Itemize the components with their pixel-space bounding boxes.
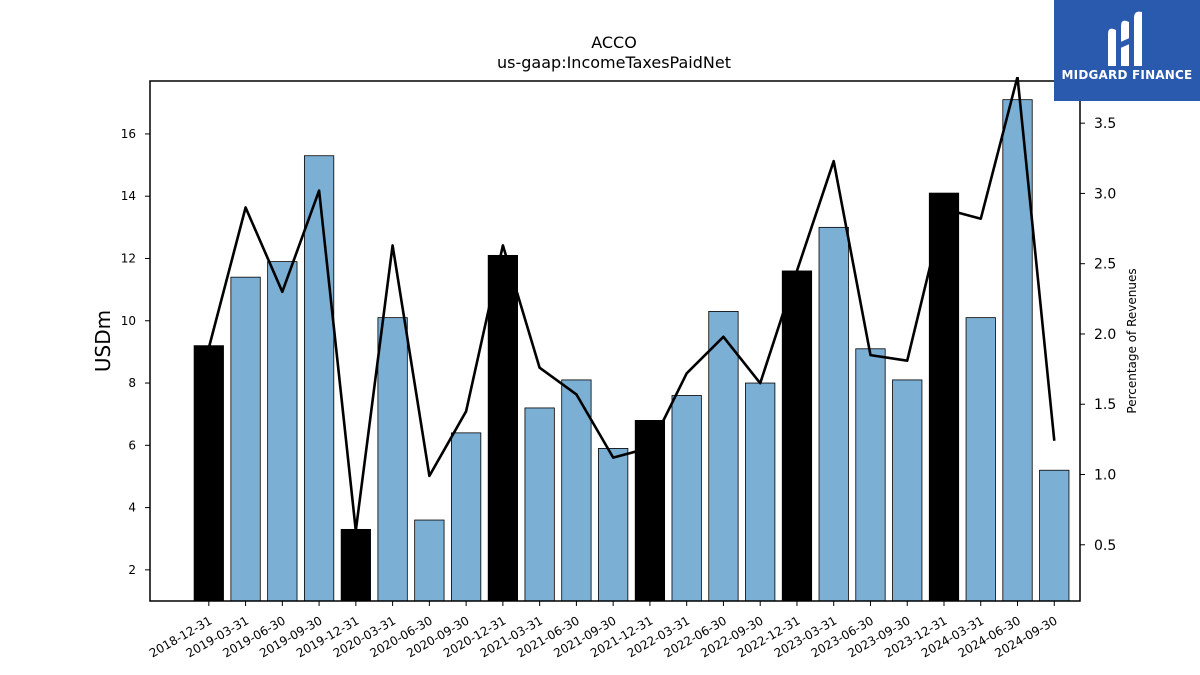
x-axis: 2018-12-312019-03-312019-06-302019-09-30… bbox=[147, 601, 1060, 660]
y-tick-label: 10 bbox=[121, 314, 136, 328]
midgard-logo-icon bbox=[1108, 11, 1142, 67]
bar-2019-03-31 bbox=[230, 276, 261, 602]
bar-2022-03-31 bbox=[671, 395, 702, 602]
bar-2020-03-31 bbox=[377, 317, 408, 602]
y-tick-label: 6 bbox=[128, 438, 136, 452]
y-axis-right: 0.5 1.0 1.5 2.0 2.5 3.0 3.5 bbox=[1080, 116, 1116, 554]
bar-2023-03-31 bbox=[818, 226, 849, 602]
bar-2018-12-31 bbox=[193, 345, 224, 602]
y-tick-label: 2 bbox=[128, 563, 136, 577]
y-tick-label: 16 bbox=[121, 127, 136, 141]
midgard-finance-logo: MIDGARD FINANCE bbox=[1054, 0, 1200, 101]
chart-subtitle: us-gaap:IncomeTaxesPaidNet bbox=[497, 53, 731, 72]
bar-2024-09-30 bbox=[1039, 469, 1070, 602]
y-axis-label: USDm bbox=[91, 310, 115, 372]
chart-title: ACCO bbox=[591, 33, 637, 52]
bar-2021-09-30 bbox=[598, 448, 629, 602]
bar-2023-09-30 bbox=[892, 379, 923, 602]
bar-2022-09-30 bbox=[745, 382, 776, 602]
bar-2023-06-30 bbox=[855, 348, 886, 602]
line-series-layer bbox=[207, 77, 1056, 533]
bar-2020-12-31 bbox=[487, 254, 518, 602]
bar-series bbox=[193, 99, 1070, 602]
bar-2021-03-31 bbox=[524, 407, 555, 602]
y2-tick-label: 1.0 bbox=[1094, 468, 1116, 484]
bar-2019-06-30 bbox=[267, 261, 298, 602]
y-tick-label: 4 bbox=[128, 501, 136, 515]
y2-axis-label: Percentage of Revenues bbox=[1125, 268, 1139, 413]
plot-frame bbox=[149, 80, 1081, 602]
bar-2024-03-31 bbox=[965, 317, 996, 602]
y2-tick-label: 0.5 bbox=[1094, 538, 1116, 554]
bar-2019-12-31 bbox=[340, 528, 371, 602]
percentage-of-revenues-line bbox=[207, 77, 1056, 533]
y2-tick-label: 3.0 bbox=[1094, 186, 1116, 202]
bar-2023-12-31 bbox=[928, 192, 960, 602]
logo-text: MIDGARD FINANCE bbox=[1061, 68, 1193, 82]
bar-2019-09-30 bbox=[303, 155, 335, 602]
y2-tick-label: 3.5 bbox=[1094, 116, 1116, 132]
bar-2020-09-30 bbox=[451, 432, 482, 602]
y-axis-left: 2 4 6 8 10 12 14 16 bbox=[121, 127, 150, 577]
y-tick-label: 8 bbox=[128, 376, 136, 390]
bar-2022-12-31 bbox=[781, 270, 813, 602]
bar-2021-06-30 bbox=[561, 379, 592, 602]
bar-2022-06-30 bbox=[708, 311, 739, 602]
y2-tick-label: 2.5 bbox=[1094, 257, 1116, 273]
y-tick-label: 14 bbox=[121, 189, 136, 203]
bar-2020-06-30 bbox=[414, 519, 445, 602]
y2-tick-label: 2.0 bbox=[1094, 327, 1116, 343]
y2-tick-label: 1.5 bbox=[1094, 397, 1116, 413]
y-tick-label: 12 bbox=[121, 251, 136, 265]
